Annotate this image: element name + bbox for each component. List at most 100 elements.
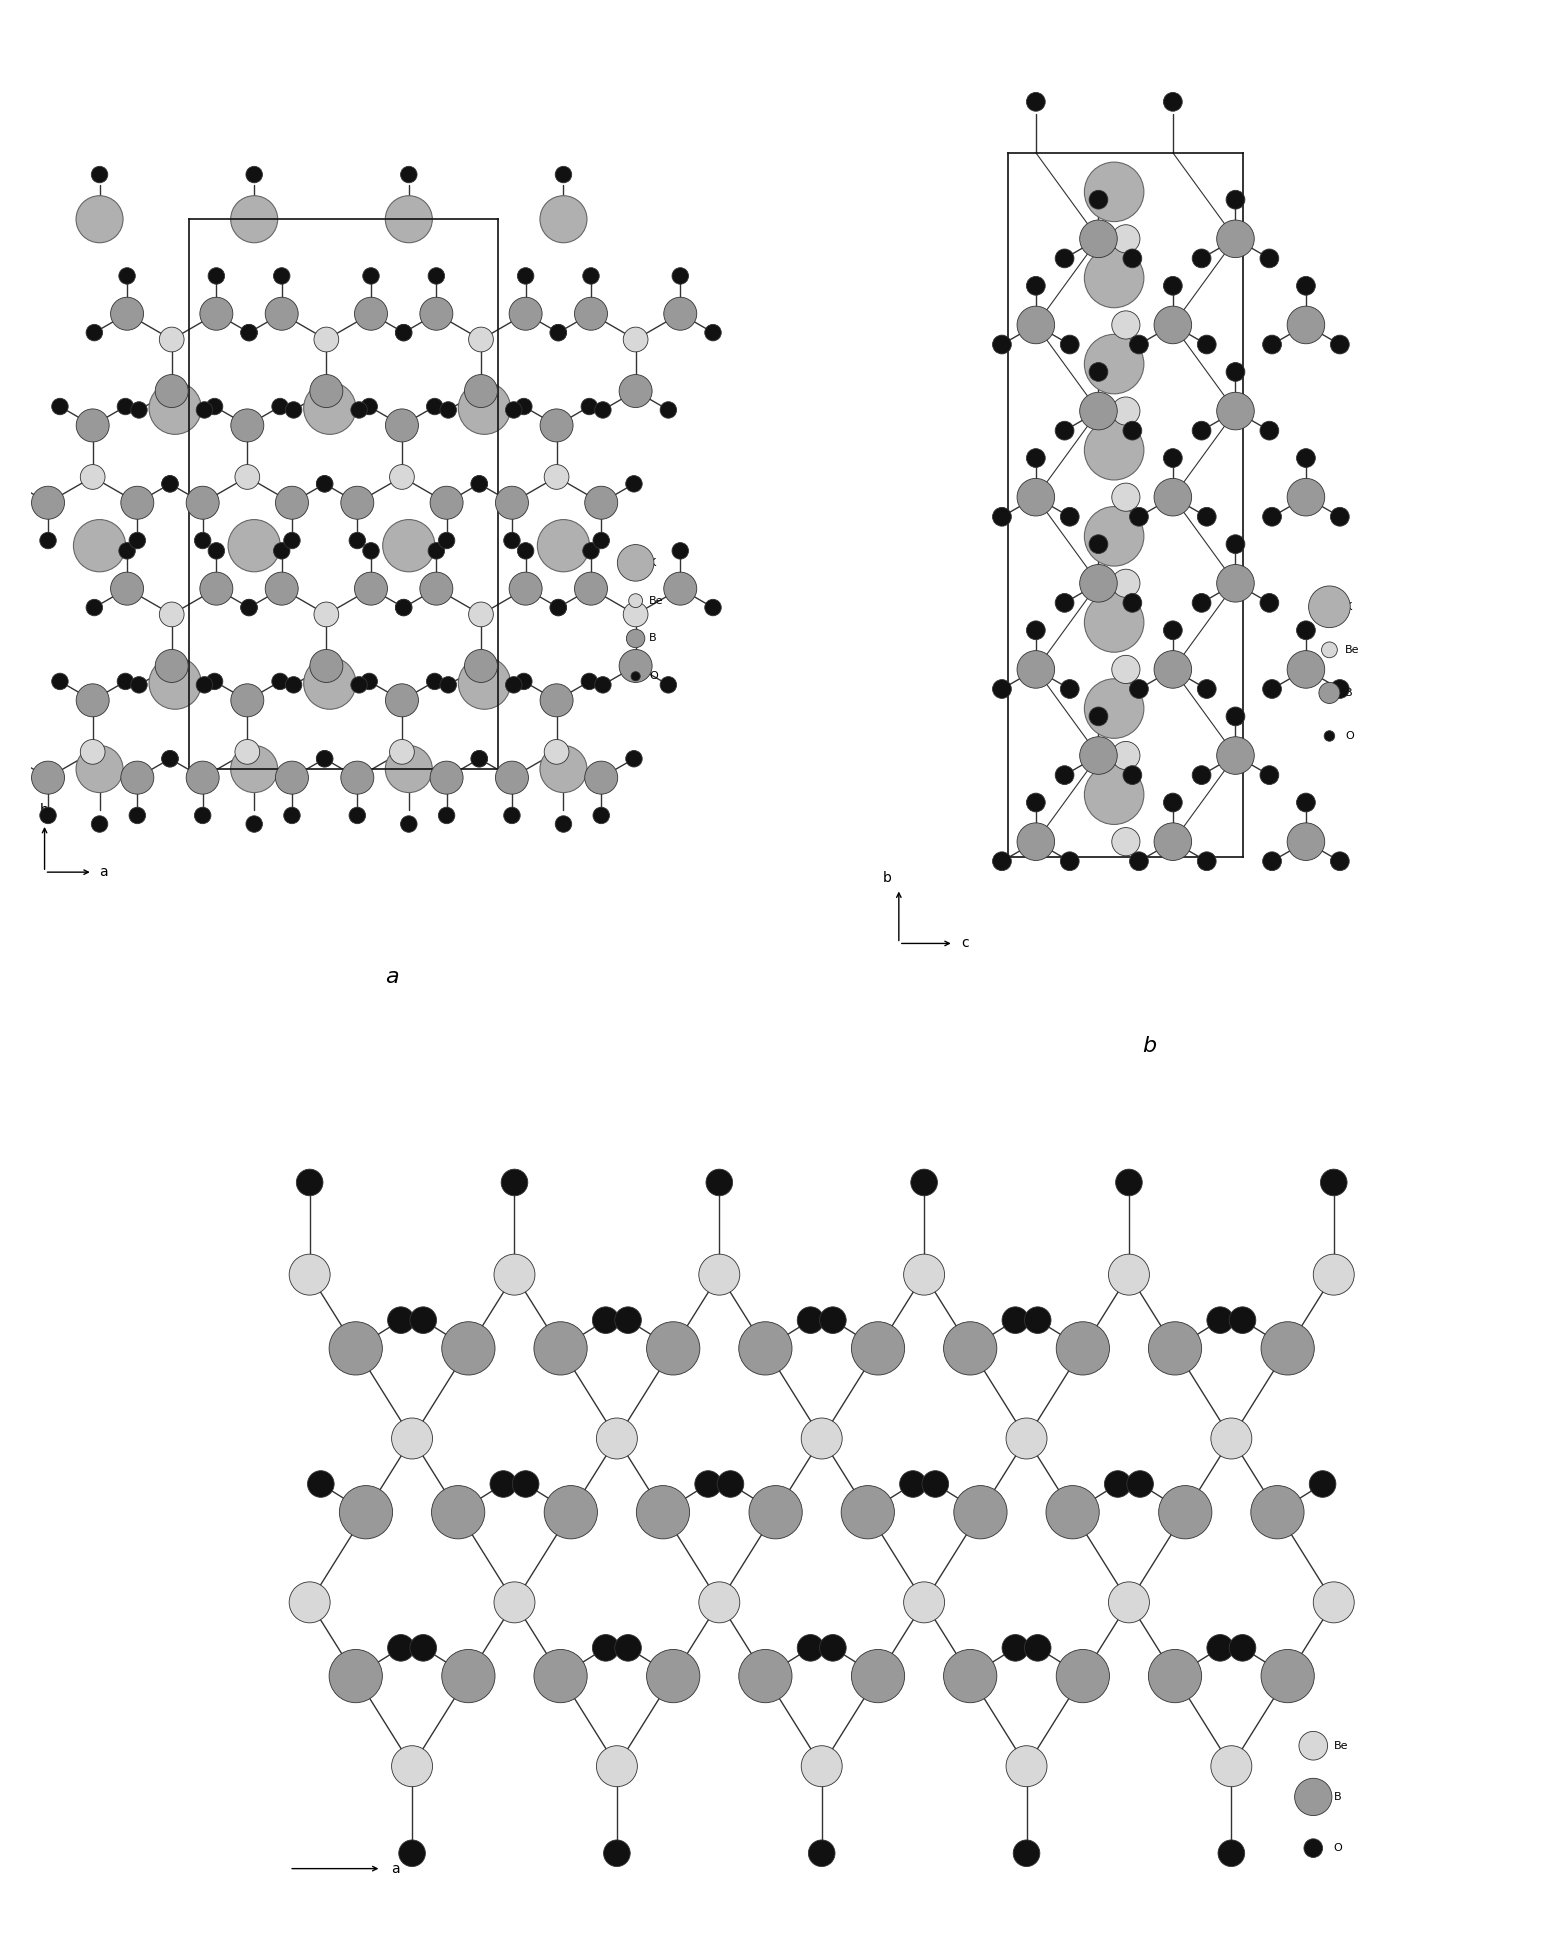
Circle shape xyxy=(604,1840,630,1867)
Circle shape xyxy=(1002,1307,1029,1334)
Circle shape xyxy=(341,486,374,519)
Circle shape xyxy=(1130,335,1148,355)
Circle shape xyxy=(240,325,257,341)
Circle shape xyxy=(111,572,143,605)
Circle shape xyxy=(623,327,649,353)
Circle shape xyxy=(1227,362,1245,382)
Circle shape xyxy=(900,1471,926,1497)
Circle shape xyxy=(539,746,587,793)
Circle shape xyxy=(1287,650,1325,688)
Circle shape xyxy=(903,1254,945,1295)
Circle shape xyxy=(555,167,572,182)
Circle shape xyxy=(505,402,522,417)
Circle shape xyxy=(1193,421,1211,441)
Circle shape xyxy=(618,545,653,582)
Circle shape xyxy=(1085,163,1143,221)
Circle shape xyxy=(672,268,689,284)
Circle shape xyxy=(86,599,103,615)
Circle shape xyxy=(595,676,612,693)
Circle shape xyxy=(1193,594,1211,613)
Circle shape xyxy=(206,674,223,690)
Circle shape xyxy=(1197,507,1216,527)
Circle shape xyxy=(512,1471,539,1497)
Circle shape xyxy=(636,1485,689,1540)
Circle shape xyxy=(284,533,300,549)
Text: b: b xyxy=(40,803,49,817)
Circle shape xyxy=(516,674,532,690)
Circle shape xyxy=(550,599,567,615)
Circle shape xyxy=(76,409,109,443)
Circle shape xyxy=(111,298,143,331)
Circle shape xyxy=(330,1649,382,1702)
Circle shape xyxy=(698,1254,740,1295)
Circle shape xyxy=(149,382,202,435)
Circle shape xyxy=(240,599,257,615)
Circle shape xyxy=(129,807,145,823)
Circle shape xyxy=(427,674,442,690)
Circle shape xyxy=(31,762,65,793)
Circle shape xyxy=(390,464,415,490)
Circle shape xyxy=(1154,478,1191,515)
Circle shape xyxy=(1026,449,1045,468)
Text: b: b xyxy=(883,870,892,885)
Circle shape xyxy=(533,1649,587,1702)
Circle shape xyxy=(1163,92,1182,112)
Circle shape xyxy=(119,268,136,284)
Circle shape xyxy=(117,398,134,415)
Circle shape xyxy=(841,1485,894,1540)
Circle shape xyxy=(1163,621,1182,641)
Circle shape xyxy=(738,1322,792,1375)
Circle shape xyxy=(361,674,378,690)
Circle shape xyxy=(660,676,676,693)
Circle shape xyxy=(584,762,618,793)
Circle shape xyxy=(8,476,23,492)
Circle shape xyxy=(131,676,148,693)
Circle shape xyxy=(505,676,522,693)
Circle shape xyxy=(196,402,213,417)
Circle shape xyxy=(341,762,374,793)
Circle shape xyxy=(1089,190,1108,210)
Circle shape xyxy=(458,656,510,709)
Circle shape xyxy=(1080,564,1117,601)
Circle shape xyxy=(496,486,529,519)
Circle shape xyxy=(992,507,1011,527)
Circle shape xyxy=(1056,1649,1110,1702)
Circle shape xyxy=(1123,766,1142,784)
Circle shape xyxy=(1287,478,1325,515)
Circle shape xyxy=(441,402,456,417)
Circle shape xyxy=(911,1170,937,1195)
Circle shape xyxy=(231,196,277,243)
Circle shape xyxy=(240,599,257,615)
Circle shape xyxy=(314,327,339,353)
Circle shape xyxy=(1056,766,1074,784)
Circle shape xyxy=(401,815,418,833)
Circle shape xyxy=(1313,1254,1355,1295)
Circle shape xyxy=(1014,1840,1040,1867)
Circle shape xyxy=(131,402,148,417)
Circle shape xyxy=(285,676,302,693)
Circle shape xyxy=(626,750,643,768)
Circle shape xyxy=(308,1471,334,1497)
Circle shape xyxy=(231,684,264,717)
Text: B: B xyxy=(1345,688,1353,697)
Circle shape xyxy=(1211,1745,1251,1787)
Circle shape xyxy=(1159,1485,1211,1540)
Circle shape xyxy=(1111,484,1140,511)
Circle shape xyxy=(619,374,652,407)
Circle shape xyxy=(592,1307,619,1334)
Circle shape xyxy=(438,533,455,549)
Circle shape xyxy=(385,409,419,443)
Text: B: B xyxy=(649,633,656,643)
Circle shape xyxy=(86,325,103,341)
Circle shape xyxy=(544,1485,598,1540)
Circle shape xyxy=(200,298,233,331)
Circle shape xyxy=(1217,392,1254,429)
Circle shape xyxy=(1025,1634,1051,1661)
Circle shape xyxy=(593,807,610,823)
Text: O: O xyxy=(1345,731,1355,741)
Circle shape xyxy=(943,1649,997,1702)
Circle shape xyxy=(1217,564,1254,601)
Circle shape xyxy=(430,762,464,793)
Circle shape xyxy=(704,325,721,341)
Circle shape xyxy=(40,807,57,823)
